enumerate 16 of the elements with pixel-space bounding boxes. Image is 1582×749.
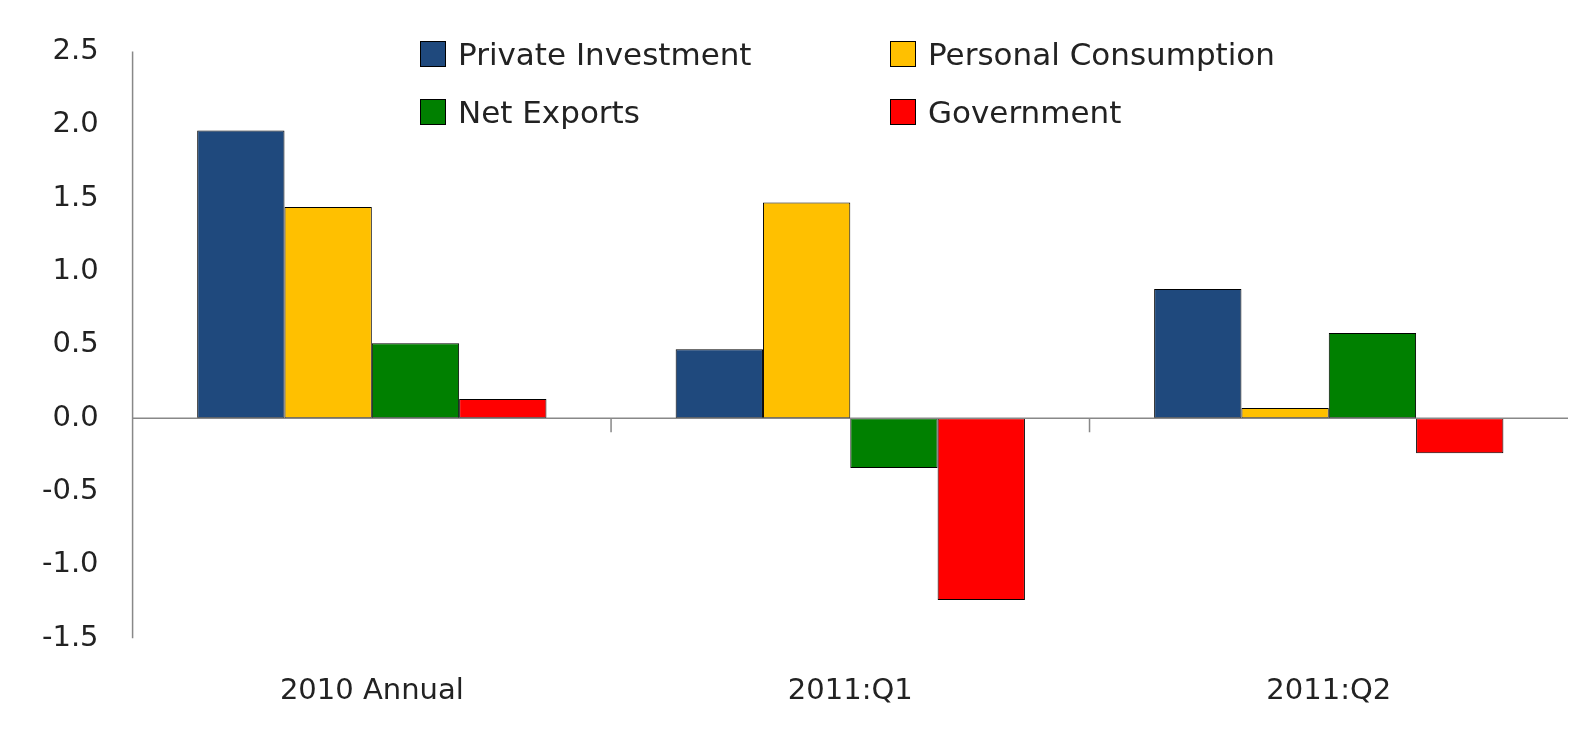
y-tick-label: 2.0 — [52, 105, 99, 140]
legend-label: Personal Consumption — [928, 36, 1275, 72]
x-tick-label: 2011:Q2 — [1266, 672, 1392, 707]
x-tick-label: 2010 Annual — [279, 672, 464, 707]
y-tick-label: 1.0 — [52, 251, 99, 286]
legend-label: Net Exports — [458, 94, 640, 130]
y-tick-label: 0.0 — [52, 398, 99, 433]
y-tick-label: 1.5 — [52, 178, 99, 213]
y-tick-label: -1.5 — [41, 618, 99, 653]
y-tick-label: -1.0 — [41, 545, 99, 580]
legend-label: Government — [928, 94, 1122, 130]
legend-label: Private Investment — [458, 36, 752, 72]
y-tick-label: 0.5 — [52, 325, 99, 360]
y-tick-label: 2.5 — [52, 31, 99, 66]
x-tick-label: 2011:Q1 — [787, 672, 913, 707]
y-tick-label: -0.5 — [41, 472, 99, 507]
